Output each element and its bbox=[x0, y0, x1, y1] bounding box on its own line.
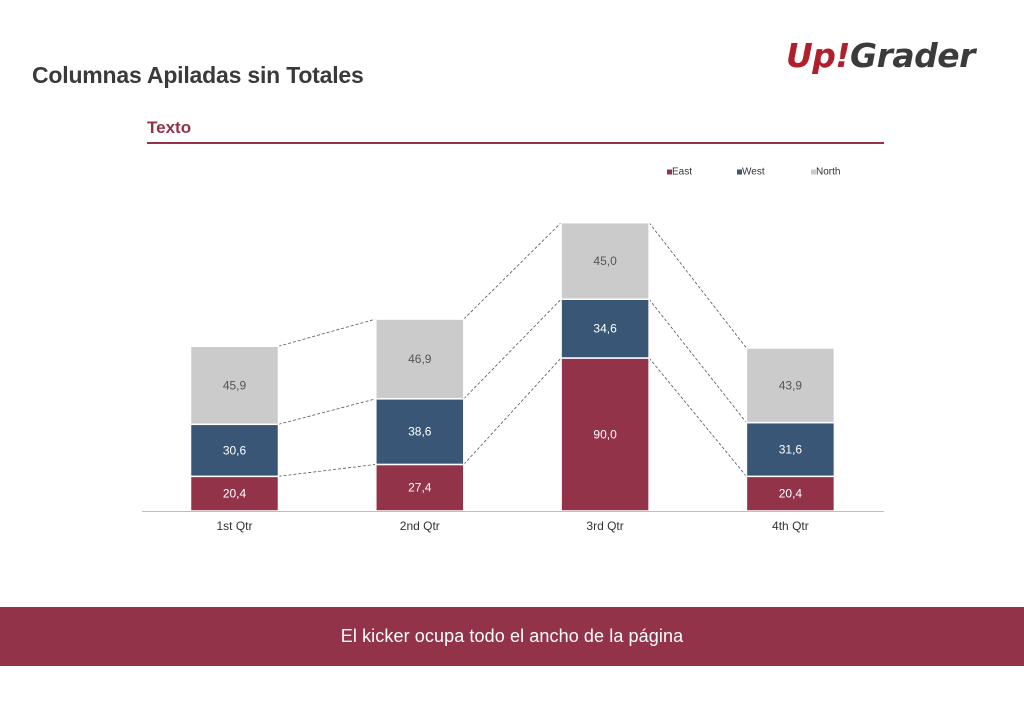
column-2nd-qtr: 27,4 38,6 46,9 bbox=[375, 318, 465, 512]
bar-east-2nd-qtr bbox=[375, 463, 465, 512]
bar-east-4th-qtr bbox=[745, 475, 836, 512]
x-tick-label-4th-qtr: 4th Qtr bbox=[772, 519, 809, 533]
data-label-north-3rd-qtr: 45,0 bbox=[593, 254, 617, 268]
bar-west-1st-qtr bbox=[189, 423, 280, 478]
legend-label-east: East bbox=[672, 167, 692, 178]
legend-swatch-north bbox=[811, 169, 816, 175]
bar-north-2nd-qtr bbox=[375, 318, 465, 400]
kicker-banner: El kicker ocupa todo el ancho de la pági… bbox=[0, 607, 1024, 666]
data-label-east-1st-qtr: 20,4 bbox=[223, 487, 247, 501]
data-label-east-2nd-qtr: 27,4 bbox=[408, 481, 432, 495]
series-lines bbox=[278, 222, 747, 477]
data-label-east-3rd-qtr: 90,0 bbox=[593, 428, 617, 442]
series-line-north-1 bbox=[278, 318, 376, 347]
data-label-north-1st-qtr: 45,9 bbox=[223, 378, 247, 392]
bar-west-2nd-qtr bbox=[375, 398, 465, 466]
legend-label-north: North bbox=[816, 167, 840, 178]
section-divider bbox=[147, 142, 884, 144]
data-label-west-1st-qtr: 30,6 bbox=[223, 443, 247, 457]
bar-west-4th-qtr bbox=[745, 421, 836, 478]
section-label: Texto bbox=[147, 118, 192, 137]
data-label-east-4th-qtr: 20,4 bbox=[779, 487, 803, 501]
x-tick-label-2nd-qtr: 2nd Qtr bbox=[400, 519, 440, 533]
legend-label-west: West bbox=[742, 167, 765, 178]
bar-north-4th-qtr bbox=[745, 347, 836, 424]
data-label-north-4th-qtr: 43,9 bbox=[779, 378, 803, 392]
series-line-north-2 bbox=[463, 222, 562, 320]
series-line-north-3 bbox=[648, 222, 747, 349]
series-line-east-2 bbox=[463, 357, 562, 465]
series-line-west-3 bbox=[648, 298, 747, 423]
data-label-west-2nd-qtr: 38,6 bbox=[408, 425, 432, 439]
x-tick-label-1st-qtr: 1st Qtr bbox=[216, 519, 252, 533]
x-tick-label-3rd-qtr: 3rd Qtr bbox=[586, 519, 623, 533]
series-line-west-1 bbox=[278, 398, 376, 425]
bar-north-1st-qtr bbox=[189, 345, 280, 426]
data-label-west-4th-qtr: 31,6 bbox=[779, 442, 803, 456]
legend-swatch-west bbox=[737, 169, 742, 175]
column-3rd-qtr: 90,0 34,6 45,0 bbox=[560, 221, 650, 512]
legend-swatch-east bbox=[667, 169, 672, 175]
chart-legend: East West North bbox=[667, 167, 840, 178]
series-line-west-2 bbox=[463, 298, 562, 400]
logo-text-bang: ! bbox=[835, 36, 850, 75]
brand-logo: Up!Grader bbox=[786, 36, 975, 75]
data-label-north-2nd-qtr: 46,9 bbox=[408, 352, 432, 366]
kicker-text: El kicker ocupa todo el ancho de la pági… bbox=[340, 626, 684, 646]
series-line-east-1 bbox=[278, 464, 376, 477]
bar-east-3rd-qtr bbox=[560, 357, 650, 512]
column-4th-qtr: 20,4 31,6 43,9 bbox=[745, 347, 836, 512]
column-1st-qtr: 20,4 30,6 45,9 bbox=[189, 345, 280, 512]
data-label-west-3rd-qtr: 34,6 bbox=[593, 322, 617, 336]
stacked-column-chart: 20,4 30,6 45,9 27,4 38,6 46,9 90,0 34,6 45,0 20,4… bbox=[142, 167, 884, 533]
bar-north-3rd-qtr bbox=[560, 221, 650, 300]
page-title: Columnas Apiladas sin Totales bbox=[32, 62, 364, 88]
logo-text-grader: Grader bbox=[849, 36, 975, 75]
series-line-east-3 bbox=[648, 357, 747, 477]
logo-text-up: Up bbox=[786, 36, 836, 75]
